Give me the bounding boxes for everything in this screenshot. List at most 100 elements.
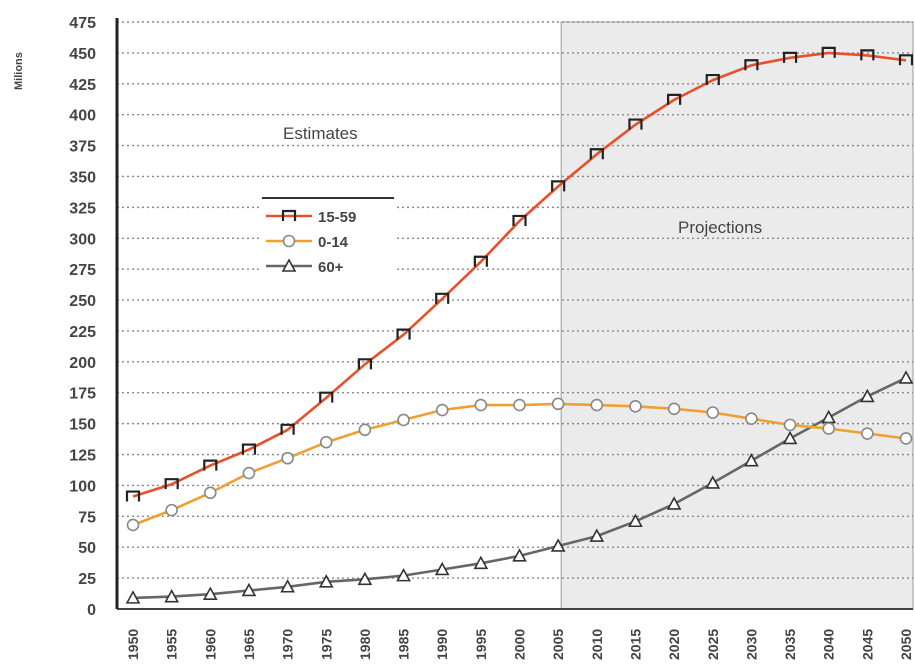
x-tick-label: 2020 (666, 629, 682, 660)
data-point-circle (242, 466, 256, 480)
x-tick-label: 2005 (550, 629, 566, 660)
data-point-circle (397, 413, 410, 427)
data-point-circle (281, 451, 294, 465)
data-point-circle (629, 400, 642, 413)
data-point-square (821, 46, 836, 58)
data-point-triangle (744, 453, 759, 467)
estimates-label: Estimates (283, 124, 358, 143)
y-tick-label: 100 (69, 478, 96, 495)
data-point-square (435, 292, 450, 304)
data-point-circle (474, 398, 488, 412)
projections-region (560, 21, 914, 610)
gridlines (117, 21, 913, 610)
x-tick-label: 2040 (821, 629, 837, 660)
data-point-triangle (241, 582, 257, 597)
data-point-circle (667, 402, 681, 416)
data-point-circle (899, 432, 913, 445)
legend-label: 15-59 (318, 209, 356, 226)
y-axis-label: Milions (13, 52, 25, 90)
y-tick-label: 475 (69, 15, 96, 32)
data-point-triangle (898, 370, 914, 384)
y-tick-label: 75 (78, 509, 96, 526)
legend-marker-triangle (281, 258, 297, 272)
data-point-circle (783, 418, 797, 432)
series-lines (125, 46, 914, 604)
x-tick-label: 2045 (859, 629, 875, 660)
data-point-square (589, 148, 604, 160)
y-tick-label: 350 (69, 169, 96, 186)
data-point-triangle (860, 388, 875, 403)
data-point-square (164, 478, 179, 490)
y-tick-labels: 0 25 50 75 100 125 150 175 200 225 250 275 300 325 350… (69, 15, 96, 619)
x-tick-label: 1990 (434, 629, 450, 660)
data-point-square (357, 358, 372, 370)
data-point-circle (319, 435, 333, 449)
y-tick-label: 400 (69, 108, 96, 125)
x-tick-label: 1975 (318, 629, 334, 660)
series-15-59 (125, 46, 914, 502)
y-tick-label: 275 (69, 262, 96, 279)
data-point-square (898, 54, 914, 66)
x-tick-label: 1980 (357, 629, 373, 660)
data-point-square (744, 59, 759, 71)
y-tick-label: 25 (78, 571, 96, 588)
data-point-circle (861, 427, 874, 440)
data-point-square (628, 118, 643, 130)
data-point-square (551, 180, 566, 192)
legend: 15-59 0-14 60+ (262, 196, 394, 288)
data-point-circle (706, 406, 720, 419)
x-tick-label: 2000 (512, 629, 528, 660)
series-line (132, 51, 907, 498)
x-tick-label: 1955 (164, 629, 180, 660)
data-point-triangle (357, 571, 373, 586)
x-tick-label: 2035 (782, 629, 798, 660)
series-60+ (125, 370, 914, 604)
data-point-square (512, 214, 527, 226)
legend-marker-square (281, 209, 297, 221)
data-point-square (319, 391, 334, 403)
data-point-triangle (550, 538, 566, 552)
x-tick-label: 1965 (241, 629, 257, 660)
y-tick-label: 225 (69, 324, 96, 341)
x-tick-label: 2025 (705, 629, 721, 660)
projections-label: Projections (678, 218, 762, 237)
y-tick-label: 250 (69, 293, 96, 310)
legend-marker-circle (282, 234, 296, 248)
x-tick-label: 1995 (473, 629, 489, 660)
data-point-square (396, 328, 411, 340)
data-point-square (860, 49, 875, 61)
data-point-circle (745, 412, 758, 425)
x-tick-label: 1960 (202, 629, 218, 660)
data-point-triangle (318, 574, 334, 588)
x-tick-label: 1970 (280, 629, 296, 660)
data-point-square (280, 423, 295, 435)
y-tick-label: 375 (69, 139, 96, 156)
x-tick-label: 2010 (589, 629, 605, 660)
data-point-circle (822, 422, 836, 435)
data-point-triangle (202, 586, 218, 600)
x-tick-label: 2030 (743, 629, 759, 660)
data-point-triangle (782, 430, 798, 445)
data-point-triangle (589, 528, 605, 542)
y-tick-label: 200 (69, 355, 96, 372)
data-point-triangle (280, 579, 295, 593)
data-point-square (473, 255, 488, 267)
data-point-triangle (125, 590, 141, 604)
data-point-circle (204, 486, 217, 500)
x-tick-label: 2050 (898, 629, 914, 660)
data-point-triangle (512, 548, 527, 562)
data-point-triangle (666, 496, 682, 510)
data-point-triangle (473, 555, 489, 570)
y-tick-label: 125 (69, 448, 96, 465)
data-point-triangle (705, 475, 721, 489)
data-point-circle (165, 503, 178, 517)
data-point-circle (513, 398, 526, 412)
x-tick-label: 2015 (627, 629, 643, 660)
data-point-square (203, 459, 218, 471)
y-tick-label: 450 (69, 46, 96, 63)
legend-label: 60+ (318, 259, 344, 276)
x-tick-label: 1950 (125, 629, 141, 660)
y-tick-label: 150 (69, 417, 96, 434)
data-point-square (782, 51, 798, 63)
